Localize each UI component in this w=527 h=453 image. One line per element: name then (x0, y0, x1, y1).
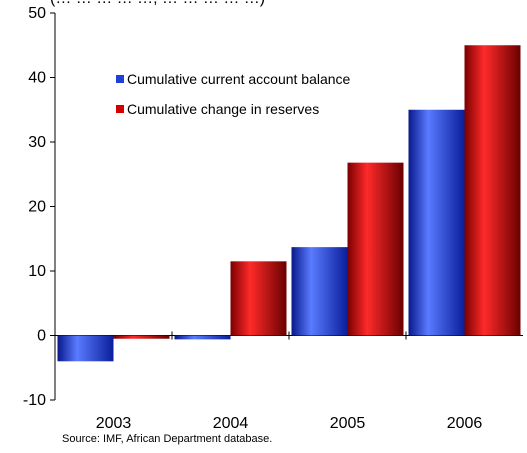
bars-group (57, 45, 521, 362)
y-tick-label: 10 (28, 263, 46, 280)
y-tick-label: 30 (28, 134, 46, 151)
bar-current-account-2004 (174, 335, 231, 340)
y-tick-label: 50 (28, 5, 46, 22)
bar-current-account-2005 (291, 247, 348, 336)
legend-label-current-account: Cumulative current account balance (127, 71, 351, 87)
bar-reserves-2004 (230, 261, 287, 336)
x-tick-label: 2003 (96, 415, 132, 432)
legend: Cumulative current account balance Cumul… (116, 71, 351, 117)
bar-current-account-2006 (408, 109, 465, 336)
x-tick-label: 2005 (330, 415, 366, 432)
bar-reserves-2005 (347, 162, 404, 336)
y-tick-label: -10 (23, 392, 46, 409)
x-tick-label: 2004 (213, 415, 249, 432)
y-tick-label: 0 (37, 328, 46, 345)
x-tick-label: 2006 (447, 415, 483, 432)
bar-current-account-2003 (57, 335, 114, 362)
bar-reserves-2006 (464, 45, 521, 336)
y-tick-label: 40 (28, 70, 46, 87)
legend-swatch-current-account (116, 75, 124, 83)
source-note: Source: IMF, African Department database… (62, 433, 273, 445)
legend-swatch-reserves (116, 105, 124, 113)
chart-subtitle: (… … … … …, … … … … …) (50, 0, 265, 8)
legend-label-reserves: Cumulative change in reserves (127, 101, 319, 117)
y-tick-label: 20 (28, 199, 46, 216)
bar-reserves-2003 (113, 335, 170, 339)
